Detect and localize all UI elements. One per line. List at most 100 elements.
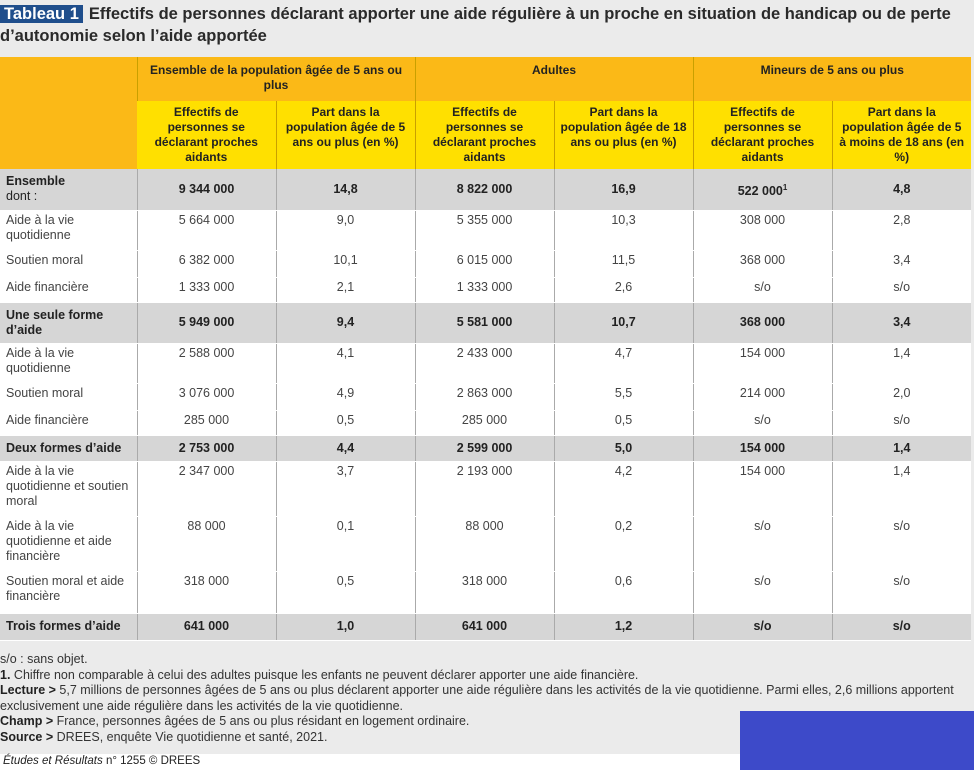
table-cell: 2 599 000 bbox=[414, 435, 554, 462]
table-cell: 1 333 000 bbox=[414, 277, 554, 303]
row-label: Aide financière bbox=[0, 410, 137, 436]
column-header: Part dans la population âgée de 5 à moin… bbox=[831, 101, 972, 169]
row-label: Aide financière bbox=[0, 277, 137, 303]
table-cell: 3,4 bbox=[831, 302, 972, 344]
table-cell: s/o bbox=[831, 571, 972, 614]
table-cell: 2 347 000 bbox=[136, 461, 276, 517]
table-cell: 0,5 bbox=[275, 410, 415, 436]
table-cell: 10,7 bbox=[553, 302, 694, 344]
table-cell: 10,1 bbox=[275, 250, 415, 278]
table-cell: 2,8 bbox=[831, 210, 972, 251]
table-cell: 4,2 bbox=[553, 461, 694, 517]
table-cell: 285 000 bbox=[414, 410, 554, 436]
table-row: Aide à la vie quotidienne 2 588 000 4,1 2 4… bbox=[0, 343, 972, 384]
table-cell: s/o bbox=[692, 516, 833, 572]
table-cell: 0,2 bbox=[553, 516, 694, 572]
table-cell: 1 333 000 bbox=[136, 277, 276, 303]
table-cell: 0,6 bbox=[553, 571, 694, 614]
table-cell: 3 076 000 bbox=[136, 383, 276, 411]
table-cell: 5,0 bbox=[553, 435, 694, 462]
table-cell: 285 000 bbox=[136, 410, 276, 436]
table-cell: 1,4 bbox=[831, 435, 972, 462]
table-cell: 2,1 bbox=[275, 277, 415, 303]
column-header: Effectifs de personnes se déclarant proc… bbox=[137, 101, 276, 169]
table-cell: 1,2 bbox=[553, 613, 694, 641]
table-cell: 9 344 000 bbox=[136, 169, 276, 211]
column-header: Part dans la population âgée de 5 ans ou… bbox=[275, 101, 415, 169]
table-cell: s/o bbox=[831, 516, 972, 572]
note-1: 1. Chiffre non comparable à celui des ad… bbox=[0, 667, 639, 682]
data-table: Ensemble de la population âgée de 5 ans … bbox=[0, 57, 972, 641]
table-cell: 2 193 000 bbox=[414, 461, 554, 517]
table-cell: 154 000 bbox=[692, 435, 833, 462]
table-cell: 9,0 bbox=[275, 210, 415, 251]
table-cell: 10,3 bbox=[553, 210, 694, 251]
table-cell: 2 433 000 bbox=[414, 343, 554, 384]
corner-cell bbox=[0, 57, 137, 169]
table-cell: 0,5 bbox=[553, 410, 694, 436]
notes: s/o : sans objet. 1. Chiffre non compara… bbox=[0, 652, 974, 745]
table-cell: 9,4 bbox=[275, 302, 415, 344]
note-champ: Champ > France, personnes âgées de 5 ans… bbox=[0, 714, 470, 728]
group-header: Mineurs de 5 ans ou plus bbox=[692, 57, 972, 101]
table-tag: Tableau 1 bbox=[0, 5, 83, 23]
table-cell: 4,4 bbox=[275, 435, 415, 462]
table-row: Soutien moral et aide financière 318 000 0… bbox=[0, 571, 972, 614]
table-cell: 154 000 bbox=[692, 461, 833, 517]
credit: Études et Résultats n° 1255 © DREES bbox=[0, 754, 974, 770]
table-cell: s/o bbox=[831, 410, 972, 436]
table-cell: 5 664 000 bbox=[136, 210, 276, 251]
row-label: Aide à la vie quotidienne bbox=[0, 210, 137, 251]
table-cell: 6 382 000 bbox=[136, 250, 276, 278]
table-row: Aide financière 1 333 000 2,1 1 333 000 2,6 s… bbox=[0, 277, 972, 303]
table-cell: 214 000 bbox=[692, 383, 833, 411]
table-cell: 154 000 bbox=[692, 343, 833, 384]
table-cell: 641 000 bbox=[414, 613, 554, 641]
column-header: Effectifs de personnes se déclarant proc… bbox=[692, 101, 833, 169]
table-cell: 368 000 bbox=[692, 250, 833, 278]
table-row: Aide à la vie quotidienne et aide financ… bbox=[0, 516, 972, 572]
table-row: Aide à la vie quotidienne 5 664 000 9,0 5 3… bbox=[0, 210, 972, 251]
table-cell: 522 0001 bbox=[692, 169, 833, 211]
title-text: Effectifs de personnes déclarant apporte… bbox=[0, 5, 951, 45]
table-row: Une seule forme d’aide 5 949 000 9,4 5 581 … bbox=[0, 302, 972, 344]
table-cell: 368 000 bbox=[692, 302, 833, 344]
table-cell: 88 000 bbox=[414, 516, 554, 572]
row-label: Aide à la vie quotidienne et soutien mor… bbox=[0, 461, 137, 517]
table-cell: 0,5 bbox=[275, 571, 415, 614]
table-cell: s/o bbox=[692, 277, 833, 303]
table-cell: s/o bbox=[692, 571, 833, 614]
table-cell: 318 000 bbox=[136, 571, 276, 614]
table-cell: 308 000 bbox=[692, 210, 833, 251]
table-cell: 4,8 bbox=[831, 169, 972, 211]
table-cell: 1,0 bbox=[275, 613, 415, 641]
table-cell: s/o bbox=[831, 613, 972, 641]
table-cell: 2 588 000 bbox=[136, 343, 276, 384]
table-cell: 4,9 bbox=[275, 383, 415, 411]
table-cell: s/o bbox=[692, 613, 833, 641]
column-header: Part dans la population âgée de 18 ans o… bbox=[553, 101, 694, 169]
row-label: Deux formes d’aide bbox=[0, 435, 137, 462]
table-row: Aide financière 285 000 0,5 285 000 0,5 s/o s/… bbox=[0, 410, 972, 436]
note-source: Source > DREES, enquête Vie quotidienne … bbox=[0, 729, 328, 744]
table-row: Trois formes d’aide 641 000 1,0 641 000 1,2 s… bbox=[0, 613, 972, 641]
table-cell: 3,7 bbox=[275, 461, 415, 517]
row-label: Aide à la vie quotidienne et aide financ… bbox=[0, 516, 137, 572]
row-label: Soutien moral et aide financière bbox=[0, 571, 137, 614]
note-so: s/o : sans objet. bbox=[0, 652, 88, 666]
table-cell: 2 753 000 bbox=[136, 435, 276, 462]
row-label: Une seule forme d’aide bbox=[0, 302, 137, 344]
table-cell: 318 000 bbox=[414, 571, 554, 614]
group-header: Adultes bbox=[414, 57, 694, 101]
table-cell: s/o bbox=[692, 410, 833, 436]
row-label: Soutien moral bbox=[0, 383, 137, 411]
table-cell: 0,1 bbox=[275, 516, 415, 572]
table-cell: 5,5 bbox=[553, 383, 694, 411]
table-cell: 2,0 bbox=[831, 383, 972, 411]
table-cell: 3,4 bbox=[831, 250, 972, 278]
table-cell: 5 949 000 bbox=[136, 302, 276, 344]
table-cell: 16,9 bbox=[553, 169, 694, 211]
row-label: Aide à la vie quotidienne bbox=[0, 343, 137, 384]
table-cell: 8 822 000 bbox=[414, 169, 554, 211]
note-lecture: Lecture > 5,7 millions de personnes âgée… bbox=[0, 683, 954, 713]
